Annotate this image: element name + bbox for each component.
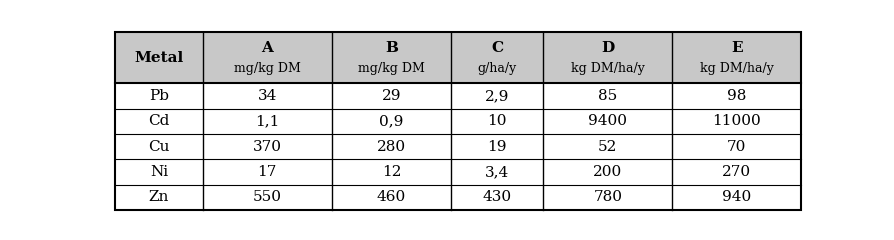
Text: D: D (601, 41, 614, 55)
Text: 200: 200 (593, 165, 622, 179)
Text: 280: 280 (377, 139, 406, 154)
Text: 12: 12 (382, 165, 401, 179)
Text: Cd: Cd (148, 114, 170, 128)
Text: 460: 460 (376, 190, 406, 204)
Text: mg/kg DM: mg/kg DM (358, 62, 425, 76)
Text: 17: 17 (257, 165, 277, 179)
Text: 940: 940 (722, 190, 751, 204)
Text: kg DM/ha/y: kg DM/ha/y (571, 62, 645, 76)
Text: 780: 780 (594, 190, 622, 204)
Bar (115, 32, 801, 83)
Text: 34: 34 (257, 89, 277, 103)
Text: 85: 85 (598, 89, 618, 103)
Text: B: B (385, 41, 398, 55)
Text: 19: 19 (487, 139, 507, 154)
Text: E: E (731, 41, 743, 55)
Text: 11000: 11000 (713, 114, 761, 128)
Text: 1,1: 1,1 (255, 114, 279, 128)
Text: 0,9: 0,9 (379, 114, 403, 128)
Text: 430: 430 (483, 190, 512, 204)
Text: 70: 70 (727, 139, 746, 154)
Text: 29: 29 (382, 89, 401, 103)
Text: kg DM/ha/y: kg DM/ha/y (700, 62, 773, 76)
Text: Ni: Ni (150, 165, 168, 179)
Text: 550: 550 (253, 190, 282, 204)
Text: 98: 98 (727, 89, 746, 103)
Text: 10: 10 (487, 114, 507, 128)
Text: mg/kg DM: mg/kg DM (233, 62, 300, 76)
Text: 370: 370 (253, 139, 282, 154)
Text: Metal: Metal (134, 51, 183, 65)
Text: Pb: Pb (149, 89, 169, 103)
Text: C: C (491, 41, 503, 55)
Text: 270: 270 (722, 165, 751, 179)
Text: Cu: Cu (148, 139, 170, 154)
Text: A: A (261, 41, 273, 55)
Text: 3,4: 3,4 (485, 165, 510, 179)
Text: Zn: Zn (148, 190, 169, 204)
Text: 9400: 9400 (588, 114, 628, 128)
Text: g/ha/y: g/ha/y (477, 62, 517, 76)
Text: 52: 52 (598, 139, 618, 154)
Text: 2,9: 2,9 (485, 89, 510, 103)
